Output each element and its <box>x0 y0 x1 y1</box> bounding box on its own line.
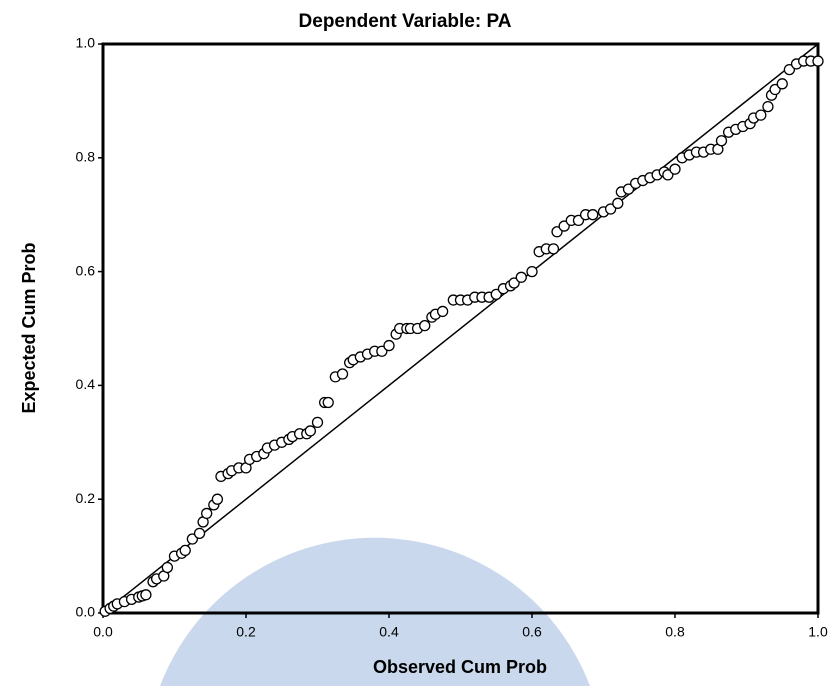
y-tick-label: 1.0 <box>76 35 96 51</box>
point <box>715 135 728 147</box>
point <box>526 265 538 278</box>
x-tick-label: 0.2 <box>236 624 256 640</box>
x-tick-label: 0.8 <box>665 624 685 640</box>
point <box>304 425 317 437</box>
plot-frame <box>101 42 820 615</box>
point <box>436 305 449 318</box>
point <box>201 507 213 520</box>
y-axis-label: Expected Cum Prob <box>19 242 39 413</box>
point <box>193 527 206 539</box>
reference-line <box>102 43 819 614</box>
x-axis-label: Observed Cum Prob <box>373 657 547 677</box>
point <box>776 78 788 90</box>
x-tick-label: 0.4 <box>379 624 399 640</box>
point <box>762 100 774 113</box>
y-tick-label: 0.8 <box>76 149 96 165</box>
x-tick-label: 0.0 <box>93 624 113 640</box>
point <box>812 55 824 67</box>
point <box>515 271 527 283</box>
point <box>336 368 349 380</box>
y-tick-label: 0.0 <box>76 604 96 620</box>
point <box>311 416 324 429</box>
point <box>419 320 431 332</box>
point <box>587 209 599 221</box>
y-tick-label: 0.2 <box>76 490 96 506</box>
x-tick-label: 0.6 <box>522 624 542 640</box>
point <box>140 589 152 601</box>
point <box>383 339 395 352</box>
chart-title: Dependent Variable: PA <box>299 11 512 32</box>
point <box>755 109 767 121</box>
point <box>179 544 191 557</box>
point <box>322 396 334 409</box>
point <box>161 561 174 574</box>
x-tick-label: 1.0 <box>808 624 828 640</box>
point <box>211 493 224 505</box>
point <box>612 197 624 209</box>
point <box>547 243 560 255</box>
point <box>669 163 681 175</box>
y-tick-label: 0.6 <box>76 262 96 278</box>
y-tick-label: 0.4 <box>76 376 96 392</box>
